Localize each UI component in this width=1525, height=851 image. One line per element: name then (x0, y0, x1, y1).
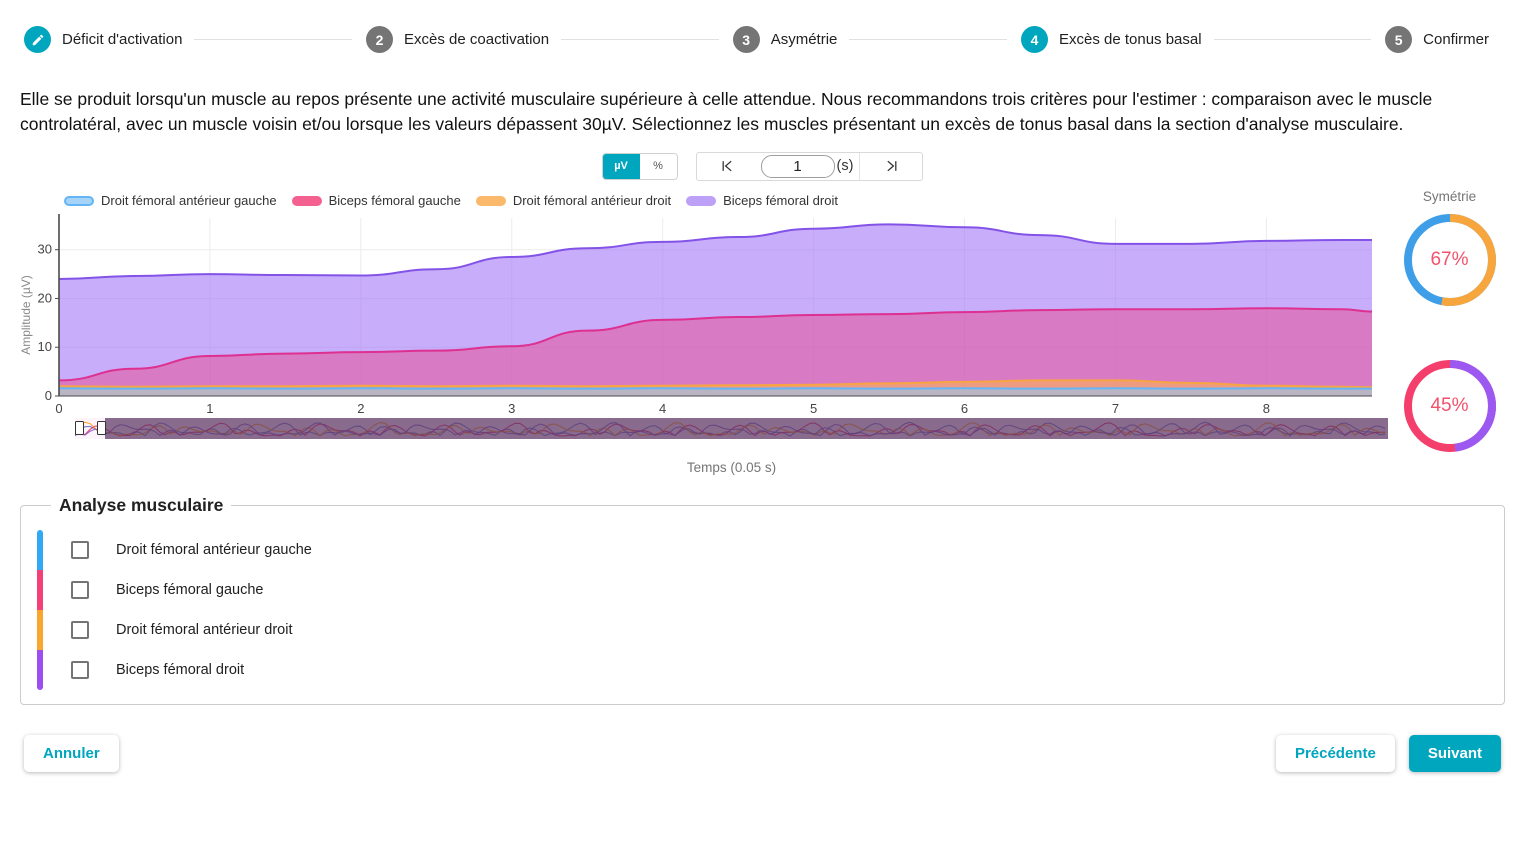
color-segment-pink (37, 570, 43, 610)
unit-percent-button[interactable]: % (639, 153, 677, 179)
unit-uv-button[interactable]: µV (602, 153, 640, 179)
svg-text:5: 5 (810, 401, 817, 416)
wizard-footer: Annuler Précédente Suivant (24, 735, 1501, 772)
step-label: Confirmer (1423, 31, 1490, 48)
legend-label: Droit fémoral antérieur droit (512, 193, 672, 208)
legend-marker-pink (291, 195, 322, 206)
step-number-badge: 4 (1020, 26, 1048, 53)
svg-text:1: 1 (206, 401, 213, 416)
muscle-analysis-section: Analyse musculaire Droit fémoral antérie… (20, 495, 1505, 705)
step-exces-tonus-basal[interactable]: 4 Excès de tonus basal (1020, 26, 1214, 53)
legend-marker-orange (475, 195, 506, 206)
muscle-row-biceps-femoral-droit[interactable]: Biceps fémoral droit (43, 650, 1488, 690)
skip-to-start-icon (722, 160, 732, 172)
svg-text:2: 2 (357, 401, 364, 416)
skip-to-end-button[interactable] (860, 153, 922, 180)
skip-to-end-icon (887, 160, 897, 172)
svg-text:20: 20 (38, 290, 52, 305)
muscle-row-droit-femoral-droit[interactable]: Droit fémoral antérieur droit (43, 610, 1488, 650)
previous-button[interactable]: Précédente (1275, 735, 1395, 772)
legend-marker-blue (64, 195, 94, 206)
svg-text:0: 0 (55, 401, 62, 416)
next-button[interactable]: Suivant (1408, 735, 1501, 772)
time-window-input[interactable] (760, 154, 835, 178)
symmetry-value: 67% (1430, 249, 1469, 270)
svg-text:4: 4 (659, 401, 666, 416)
symmetry-panel: Symétrie 67% 45% (1388, 187, 1511, 475)
timeline-scrubber[interactable] (74, 418, 1388, 439)
time-unit-label: (s) (836, 158, 854, 174)
legend-label: Biceps fémoral droit (723, 193, 838, 208)
step-exces-coactivation[interactable]: 2 Excès de coactivation (366, 26, 561, 53)
donut-ring (1403, 214, 1496, 306)
symmetry-title: Symétrie (1422, 189, 1477, 204)
symmetry-donut-right-pair: 45% (1400, 356, 1500, 456)
step-deficit-activation[interactable]: Déficit d'activation (24, 26, 194, 53)
legend-label: Droit fémoral antérieur gauche (101, 193, 277, 208)
checkbox[interactable] (71, 541, 89, 559)
legend-item[interactable]: Droit fémoral antérieur droit (475, 193, 672, 208)
legend-item[interactable]: Biceps fémoral droit (686, 193, 838, 208)
step-number-badge: 2 (366, 26, 394, 53)
step-label: Déficit d'activation (62, 31, 183, 48)
svg-text:7: 7 (1112, 401, 1119, 416)
step-number-badge: 3 (732, 26, 760, 53)
time-navigation-group: (s) (695, 151, 924, 181)
muscle-label: Droit fémoral antérieur gauche (116, 542, 312, 558)
step-label: Excès de coactivation (404, 31, 550, 48)
step-connector (561, 39, 719, 40)
muscle-analysis-title: Analyse musculaire (59, 495, 224, 515)
svg-text:30: 30 (38, 242, 52, 257)
divider (859, 152, 861, 180)
step-description: Elle se produit lorsqu'un muscle au repo… (20, 89, 1433, 134)
color-segment-orange (37, 610, 43, 650)
x-axis-title: Temps (0.05 s) (686, 460, 777, 475)
wizard-stepper: Déficit d'activation 2 Excès de coactiva… (0, 0, 1525, 53)
svg-text:3: 3 (508, 401, 515, 416)
svg-text:10: 10 (38, 339, 52, 354)
checkbox[interactable] (71, 621, 89, 639)
symmetry-donut-left-pair: 67% (1400, 210, 1500, 310)
skip-to-start-button[interactable] (697, 153, 759, 180)
checkbox[interactable] (71, 581, 89, 599)
color-segment-purple (37, 650, 43, 690)
symmetry-value: 45% (1430, 395, 1469, 416)
y-axis-title: Amplitude (µV) (19, 275, 34, 355)
svg-text:0: 0 (45, 388, 52, 403)
svg-text:8: 8 (1263, 401, 1270, 416)
checkbox[interactable] (71, 661, 89, 679)
svg-text:6: 6 (961, 401, 968, 416)
muscle-row-droit-femoral-gauche[interactable]: Droit fémoral antérieur gauche (43, 530, 1488, 570)
pencil-icon (24, 26, 51, 53)
emg-chart-section: Droit fémoral antérieur gauche Biceps fé… (18, 187, 1511, 475)
donut-ring (1403, 360, 1496, 452)
muscle-label: Biceps fémoral gauche (116, 582, 264, 598)
muscle-label: Biceps fémoral droit (116, 662, 245, 678)
chart-legend: Droit fémoral antérieur gauche Biceps fé… (64, 193, 1388, 208)
step-label: Excès de tonus basal (1058, 31, 1202, 48)
legend-label: Biceps fémoral gauche (328, 193, 461, 208)
color-segment-blue (37, 530, 43, 570)
legend-item[interactable]: Droit fémoral antérieur gauche (64, 193, 277, 208)
unit-toggle-group: µV % (601, 152, 678, 180)
emg-chart-svg[interactable]: 0 10 20 30 0 1 2 3 4 5 6 7 8 (34, 212, 1372, 418)
step-confirmer[interactable]: 5 Confirmer (1385, 26, 1501, 53)
muscle-label: Droit fémoral antérieur droit (116, 622, 293, 638)
step-connector (849, 39, 1007, 40)
cancel-button[interactable]: Annuler (24, 735, 119, 772)
step-connector (1213, 39, 1372, 40)
legend-item[interactable]: Biceps fémoral gauche (291, 193, 461, 208)
muscle-row-biceps-femoral-gauche[interactable]: Biceps fémoral gauche (43, 570, 1488, 610)
muscle-color-bar (37, 530, 43, 690)
step-number-badge: 5 (1385, 26, 1413, 53)
step-label: Asymétrie (770, 31, 838, 48)
step-connector (194, 39, 353, 40)
legend-marker-purple (686, 195, 717, 206)
chart-controls: µV % (s) (0, 151, 1525, 181)
step-asymetrie[interactable]: 3 Asymétrie (732, 26, 850, 53)
